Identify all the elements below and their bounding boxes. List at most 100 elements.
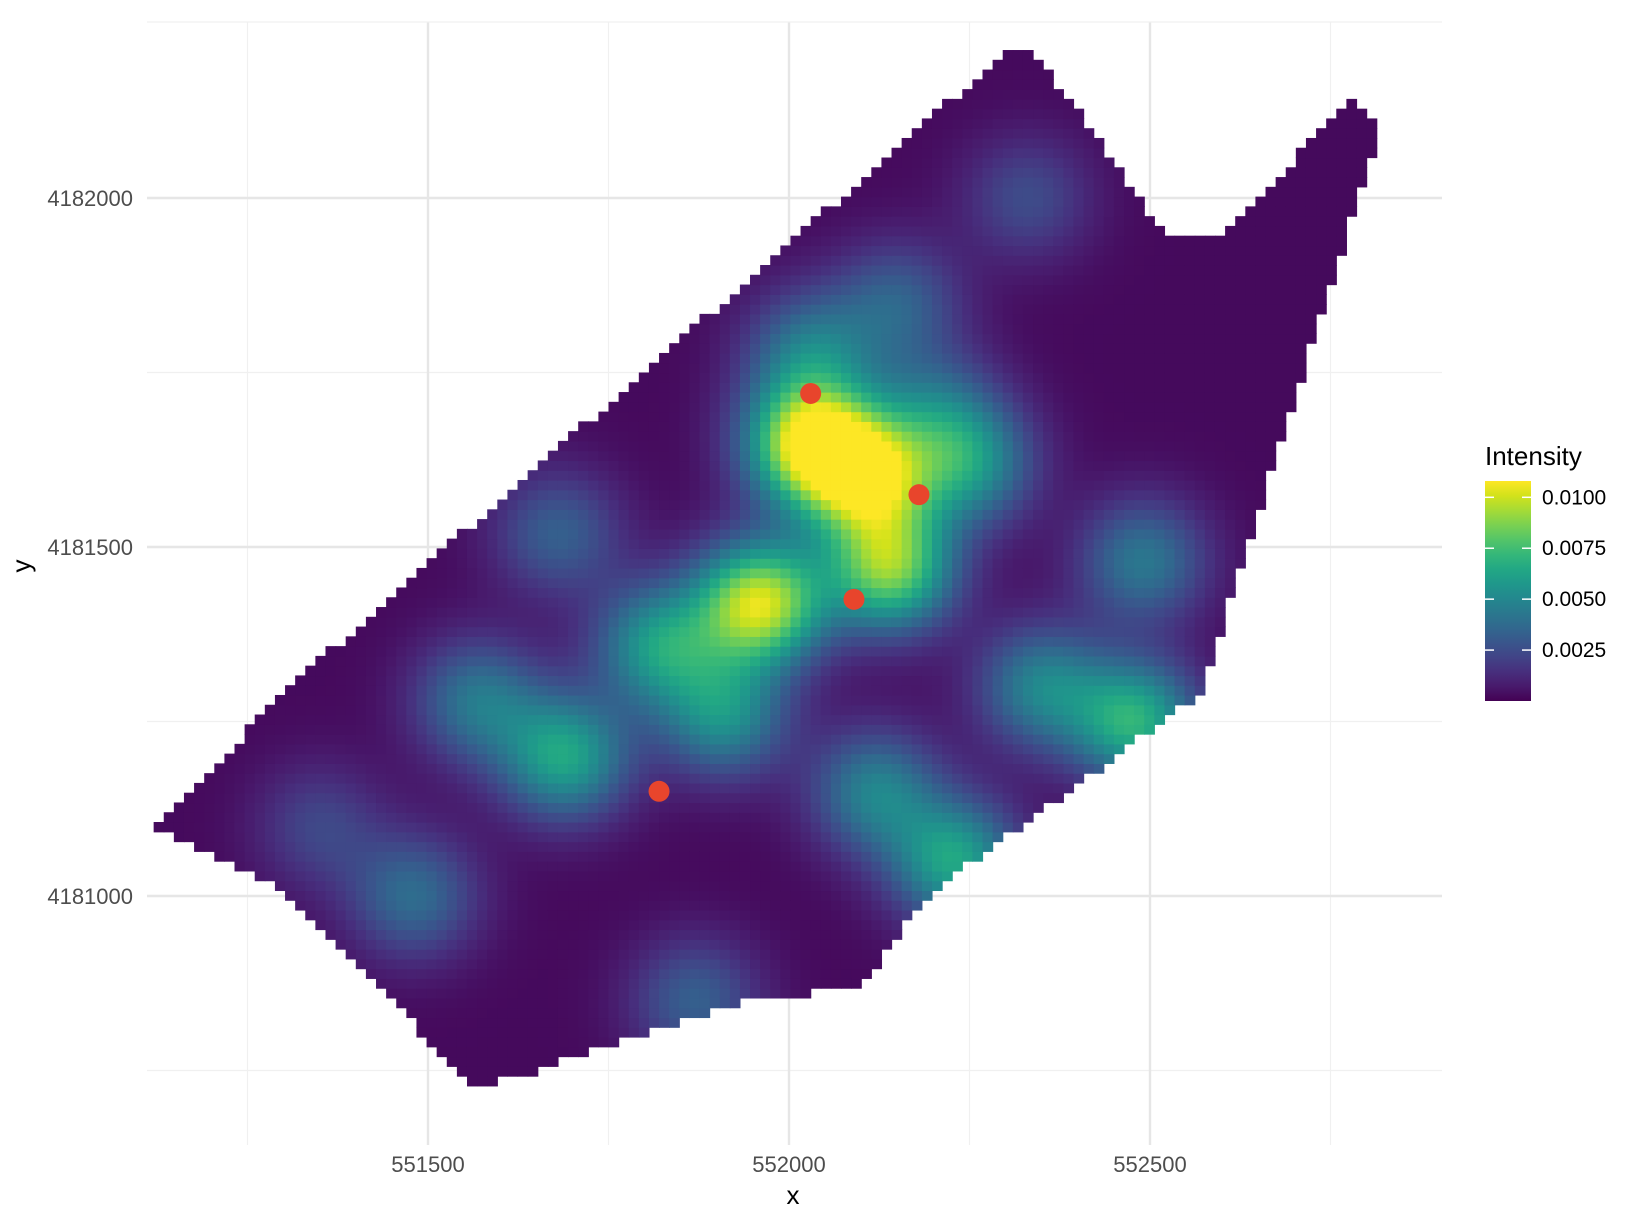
heatmap-cell <box>942 861 953 872</box>
heatmap-cell <box>810 372 822 383</box>
heatmap-cell <box>820 714 832 725</box>
heatmap-cell <box>840 734 852 745</box>
heatmap-cell <box>810 489 822 501</box>
heatmap-cell <box>517 763 529 774</box>
heatmap-cell <box>800 743 812 755</box>
heatmap-cell <box>830 773 842 784</box>
heatmap-cell <box>396 929 407 940</box>
heatmap-cell <box>436 997 448 1009</box>
heatmap-cell <box>790 392 802 403</box>
heatmap-cell <box>669 802 680 813</box>
heatmap-cell <box>972 626 984 637</box>
heatmap-cell <box>952 479 963 491</box>
heatmap-cell <box>618 968 630 979</box>
heatmap-cell <box>669 548 680 559</box>
heatmap-cell <box>901 167 913 178</box>
heatmap-cell <box>709 949 721 960</box>
heatmap-cell <box>598 479 610 491</box>
heatmap-cell <box>517 675 529 686</box>
heatmap-cell <box>719 939 731 950</box>
heatmap-cell <box>1033 655 1044 667</box>
heatmap-cell <box>669 880 680 892</box>
heatmap-cell <box>1002 646 1014 657</box>
heatmap-cell <box>861 265 872 276</box>
heatmap-cell <box>800 597 812 608</box>
heatmap-cell <box>800 655 812 667</box>
heatmap-cell <box>830 440 842 452</box>
heatmap-cell <box>618 597 630 608</box>
heatmap-cell <box>628 528 640 540</box>
heatmap-cell <box>234 763 246 774</box>
heatmap-cell <box>679 577 690 589</box>
heatmap-cell <box>689 626 701 637</box>
heatmap-cell <box>901 147 913 159</box>
heatmap-cell <box>881 294 893 305</box>
heatmap-cell <box>790 372 802 383</box>
heatmap-cell <box>659 949 670 960</box>
heatmap-cell <box>911 265 923 276</box>
heatmap-cell <box>750 949 761 960</box>
heatmap-cell <box>669 382 680 393</box>
heatmap-cell <box>830 968 842 979</box>
heatmap-cell <box>598 773 610 784</box>
heatmap-cell <box>840 284 852 295</box>
heatmap-cell <box>719 694 731 706</box>
heatmap-cell <box>1022 167 1034 178</box>
heatmap-cell <box>254 724 266 735</box>
heatmap-cell <box>679 626 690 637</box>
heatmap-cell <box>244 724 256 735</box>
heatmap-cell <box>568 489 579 501</box>
heatmap-cell <box>618 607 630 618</box>
heatmap-cell <box>376 665 387 677</box>
heatmap-cell <box>931 460 943 471</box>
heatmap-cell <box>669 870 680 882</box>
heatmap-cell <box>648 714 660 725</box>
heatmap-cell <box>871 225 883 237</box>
heatmap-cell <box>962 411 973 422</box>
heatmap-cell <box>942 597 953 608</box>
heatmap-cell <box>820 577 832 589</box>
heatmap-cell <box>871 665 883 677</box>
heatmap-cell <box>659 460 670 471</box>
heatmap-cell <box>861 694 872 706</box>
heatmap-cell <box>861 216 872 227</box>
heatmap-cell <box>295 861 306 872</box>
heatmap-cell <box>406 851 418 862</box>
heatmap-cell <box>689 880 701 892</box>
heatmap-cell <box>517 646 529 657</box>
heatmap-cell <box>931 822 943 833</box>
heatmap-cell <box>739 685 751 696</box>
heatmap-cell <box>497 1027 509 1038</box>
heatmap-cell <box>800 929 812 940</box>
heatmap-cell <box>689 978 701 989</box>
heatmap-cell <box>618 822 630 833</box>
heatmap-cell <box>608 558 620 569</box>
heatmap-cell <box>396 822 407 833</box>
heatmap-cell <box>942 235 953 247</box>
heatmap-cell <box>840 411 852 422</box>
heatmap-cell <box>770 304 781 315</box>
heatmap-cell <box>355 704 367 716</box>
heatmap-cell <box>527 616 539 628</box>
heatmap-cell <box>861 177 872 188</box>
heatmap-cell <box>588 1007 599 1019</box>
heatmap-cell <box>325 851 337 862</box>
heatmap-cell <box>335 773 347 784</box>
heatmap-cell <box>578 431 589 442</box>
heatmap-cell <box>1022 118 1034 129</box>
heatmap-cell <box>244 861 256 872</box>
heatmap-cell <box>830 392 842 403</box>
heatmap-cell <box>962 509 973 520</box>
heatmap-cell <box>921 509 933 520</box>
heatmap-cell <box>305 831 316 843</box>
heatmap-cell <box>1033 626 1044 637</box>
heatmap-cell <box>820 265 832 276</box>
heatmap-cell <box>648 958 660 970</box>
heatmap-cell <box>659 411 670 422</box>
heatmap-cell <box>477 900 488 911</box>
heatmap-cell <box>497 929 509 940</box>
heatmap-cell <box>992 362 1004 374</box>
heatmap-cell <box>709 997 721 1009</box>
heatmap-cell <box>588 636 599 647</box>
heatmap-cell <box>588 685 599 696</box>
